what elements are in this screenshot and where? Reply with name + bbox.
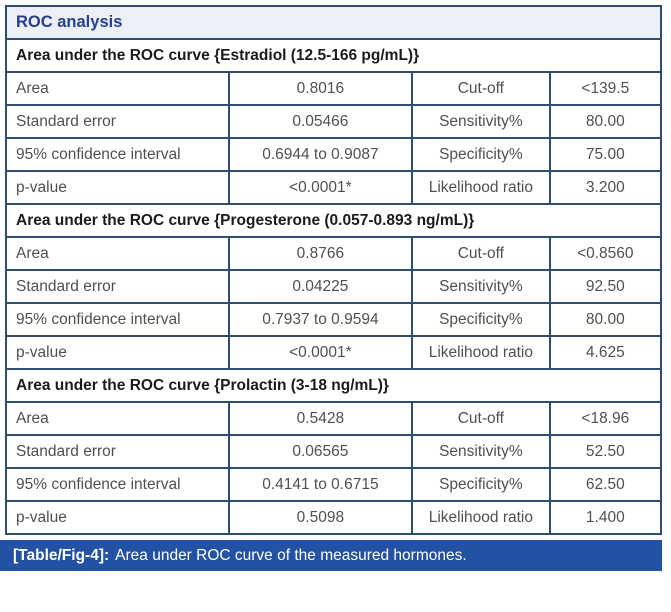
table-row: 95% confidence interval 0.7937 to 0.9594… [5,302,663,337]
row-value: 0.5428 [227,401,414,436]
metric-value: 1.400 [548,500,663,535]
row-label: Area [5,401,230,436]
row-label: Area [5,236,230,271]
table-row: p-value 0.5098 Likelihood ratio 1.400 [5,500,663,535]
metric-label: Cut-off [411,401,551,436]
row-value: 0.05466 [227,104,414,139]
metric-value: 4.625 [548,335,663,370]
table-wrapper: ROC analysis Area under the ROC curve {E… [5,5,663,535]
table-title-row: ROC analysis [5,5,662,40]
row-label: p-value [5,170,230,205]
table-row: Standard error 0.06565 Sensitivity% 52.5… [5,434,663,469]
row-value: 0.04225 [227,269,414,304]
row-value: 0.7937 to 0.9594 [227,302,414,337]
row-label: p-value [5,335,230,370]
table-row: p-value <0.0001* Likelihood ratio 3.200 [5,170,663,205]
row-label: Area [5,71,230,106]
metric-label: Likelihood ratio [411,335,551,370]
table-row: p-value <0.0001* Likelihood ratio 4.625 [5,335,663,370]
row-value: <0.0001* [227,335,414,370]
row-value: 0.8766 [227,236,414,271]
metric-label: Cut-off [411,71,551,106]
table-row: Area 0.8016 Cut-off <139.5 [5,71,663,106]
metric-value: <18.96 [548,401,663,436]
metric-value: 92.50 [548,269,663,304]
metric-value: 3.200 [548,170,663,205]
metric-label: Sensitivity% [411,434,551,469]
row-label: p-value [5,500,230,535]
section-header-prolactin: Area under the ROC curve {Prolactin (3-1… [5,368,662,403]
section-header-row-estradiol: Area under the ROC curve {Estradiol (12.… [5,38,662,73]
section-header-row-progesterone: Area under the ROC curve {Progesterone (… [5,203,662,238]
metric-label: Cut-off [411,236,551,271]
caption-text: Area under ROC curve of the measured hor… [115,547,467,564]
row-value: <0.0001* [227,170,414,205]
table-row: 95% confidence interval 0.6944 to 0.9087… [5,137,663,172]
metric-label: Likelihood ratio [411,500,551,535]
caption-label: [Table/Fig-4]: [13,547,110,564]
metric-label: Specificity% [411,302,551,337]
row-label: 95% confidence interval [5,467,230,502]
metric-value: <139.5 [548,71,663,106]
table-title: ROC analysis [5,5,662,40]
metric-label: Likelihood ratio [411,170,551,205]
roc-analysis-table: ROC analysis Area under the ROC curve {E… [5,5,663,535]
row-value: 0.5098 [227,500,414,535]
metric-value: 62.50 [548,467,663,502]
row-value: 0.8016 [227,71,414,106]
metric-value: 80.00 [548,302,663,337]
section-header-row-prolactin: Area under the ROC curve {Prolactin (3-1… [5,368,662,403]
metric-label: Specificity% [411,137,551,172]
table-row: Standard error 0.04225 Sensitivity% 92.5… [5,269,663,304]
row-label: Standard error [5,434,230,469]
metric-value: 75.00 [548,137,663,172]
figure-caption: [Table/Fig-4]: Area under ROC curve of th… [0,540,662,571]
section-header-progesterone: Area under the ROC curve {Progesterone (… [5,203,662,238]
row-value: 0.6944 to 0.9087 [227,137,414,172]
row-value: 0.4141 to 0.6715 [227,467,414,502]
row-label: Standard error [5,269,230,304]
row-label: 95% confidence interval [5,302,230,337]
metric-value: 80.00 [548,104,663,139]
row-label: Standard error [5,104,230,139]
row-value: 0.06565 [227,434,414,469]
section-header-estradiol: Area under the ROC curve {Estradiol (12.… [5,38,662,73]
metric-value: 52.50 [548,434,663,469]
table-row: Area 0.8766 Cut-off <0.8560 [5,236,663,271]
metric-label: Sensitivity% [411,269,551,304]
metric-value: <0.8560 [548,236,663,271]
metric-label: Specificity% [411,467,551,502]
metric-label: Sensitivity% [411,104,551,139]
table-row: 95% confidence interval 0.4141 to 0.6715… [5,467,663,502]
table-row: Area 0.5428 Cut-off <18.96 [5,401,663,436]
table-row: Standard error 0.05466 Sensitivity% 80.0… [5,104,663,139]
row-label: 95% confidence interval [5,137,230,172]
